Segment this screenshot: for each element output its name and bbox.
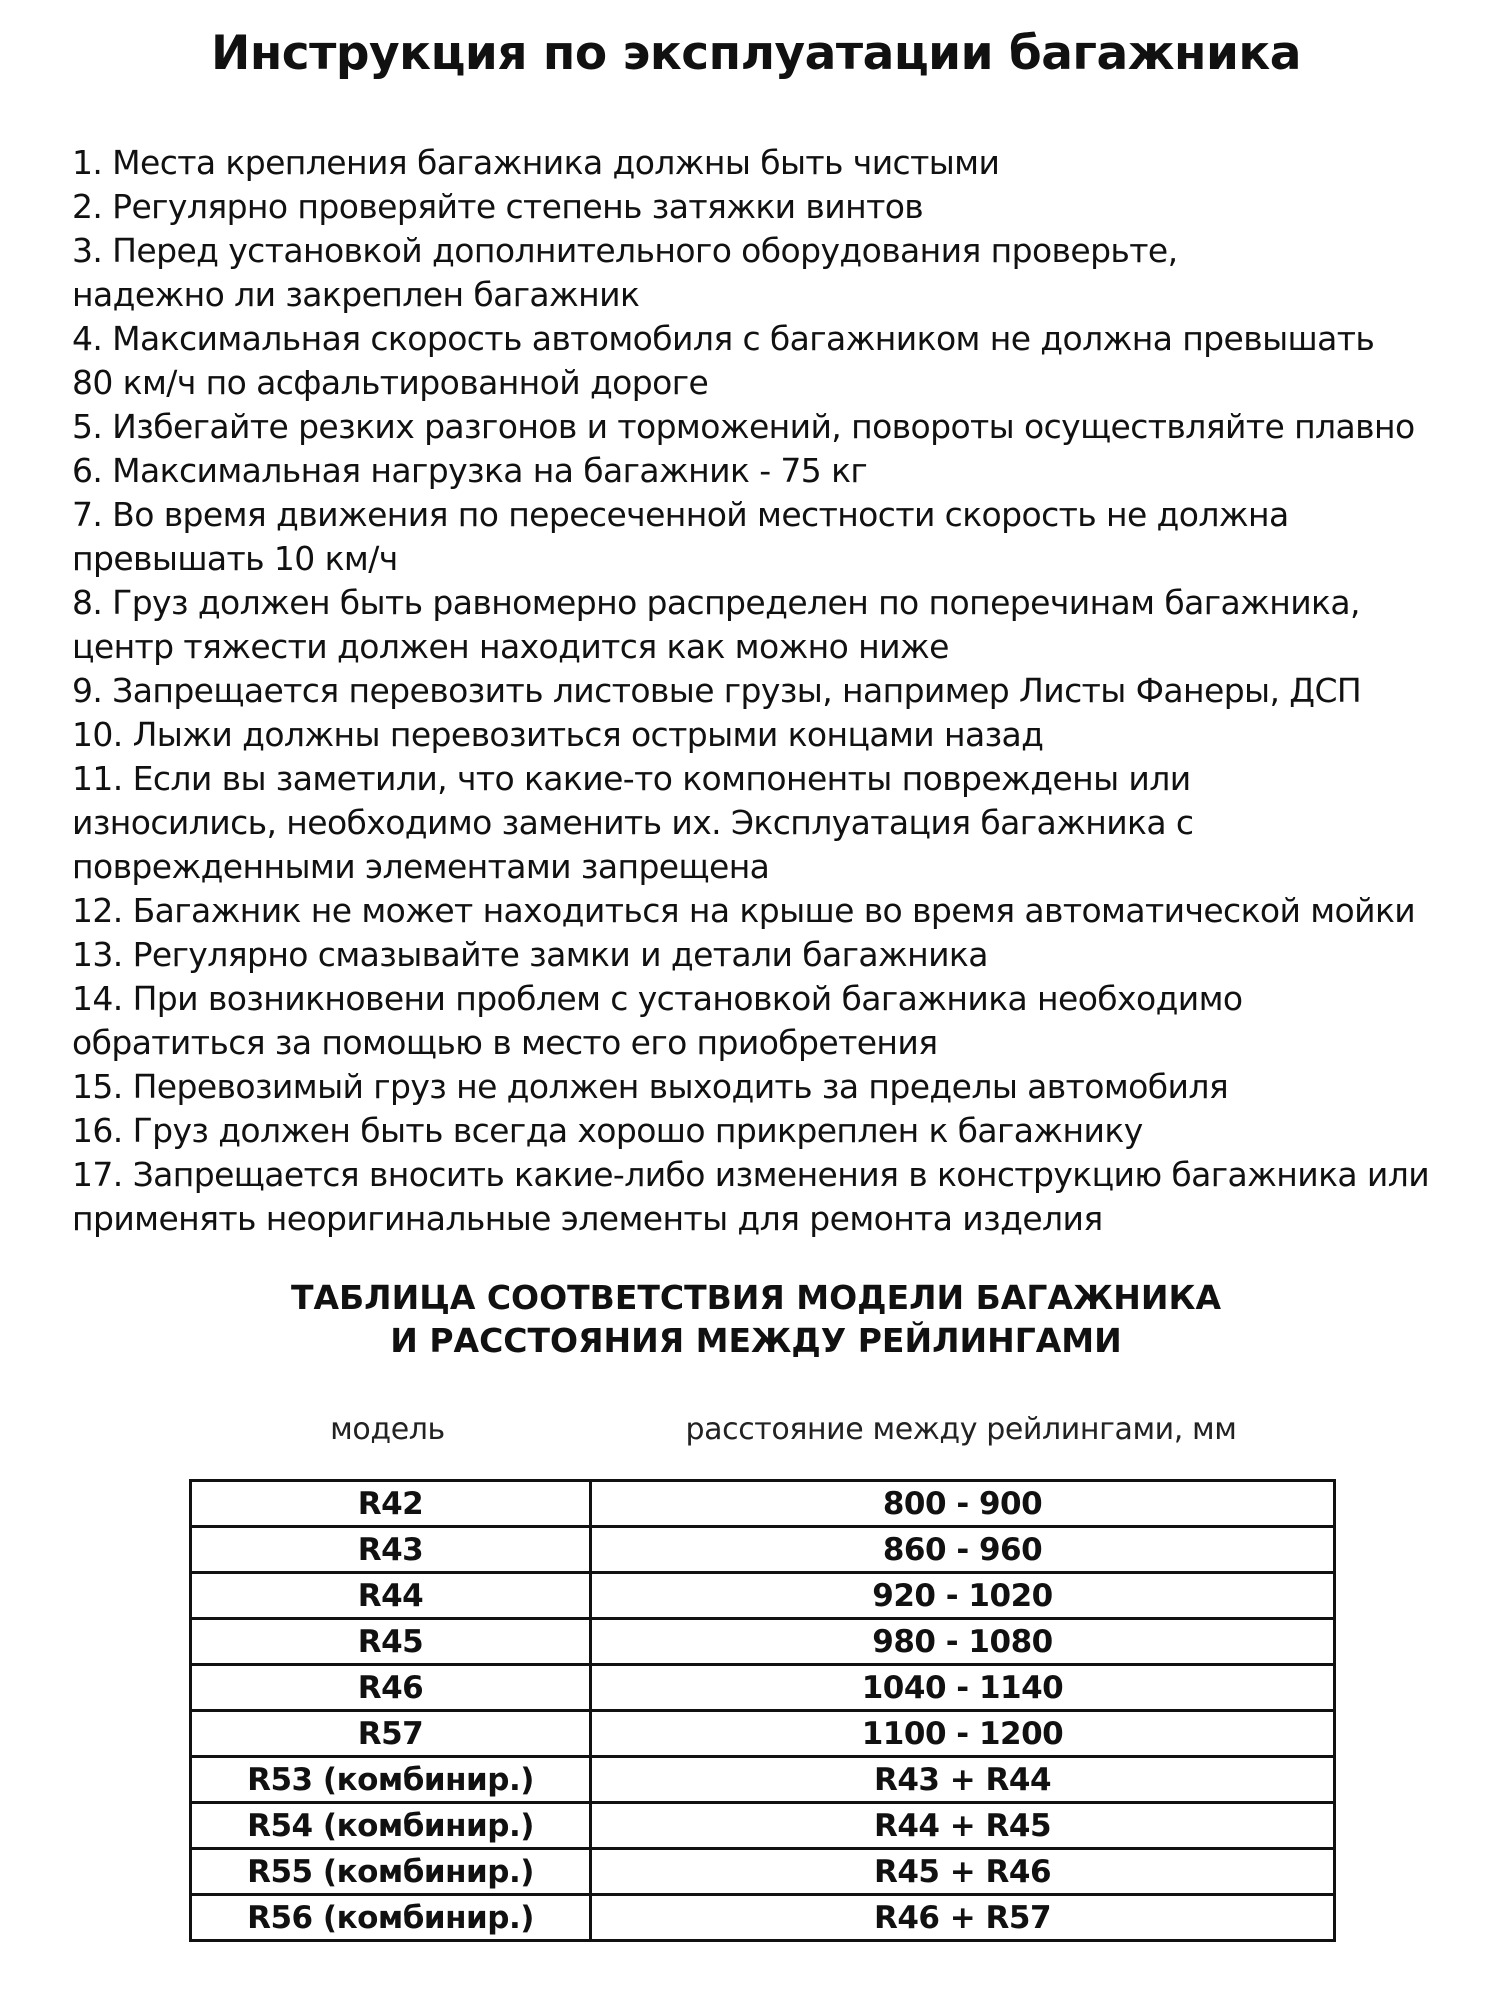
- instruction-line: 2. Регулярно проверяйте степень затяжки …: [72, 187, 924, 226]
- table-title-line: И РАССТОЯНИЯ МЕЖДУ РЕЙЛИНГАМИ: [390, 1321, 1122, 1360]
- instruction-line: надежно ли закреплен багажник: [72, 275, 640, 314]
- model-cell: R45: [189, 1617, 592, 1666]
- instruction-line: 7. Во время движения по пересеченной мес…: [72, 495, 1289, 534]
- table-row: R45 980 - 1080: [189, 1617, 1336, 1666]
- distance-cell: 1040 - 1140: [589, 1663, 1336, 1712]
- table-row: R56 (комбинир.) R46 + R57: [189, 1893, 1336, 1942]
- instruction-line: износились, необходимо заменить их. Эксп…: [72, 803, 1194, 842]
- instruction-line: 80 км/ч по асфальтированной дороге: [72, 363, 709, 402]
- model-cell: R44: [189, 1571, 592, 1620]
- instruction-item: 10. Лыжи должны перевозиться острыми кон…: [72, 713, 1492, 757]
- instruction-item: 15. Перевозимый груз не должен выходить …: [72, 1065, 1492, 1109]
- instruction-line: 10. Лыжи должны перевозиться острыми кон…: [72, 715, 1044, 754]
- instruction-line: 6. Максимальная нагрузка на багажник - 7…: [72, 451, 868, 490]
- model-cell: R57: [189, 1709, 592, 1758]
- instruction-item: 9. Запрещается перевозить листовые грузы…: [72, 669, 1492, 713]
- instruction-line: применять неоригинальные элементы для ре…: [72, 1199, 1103, 1238]
- table-row: R55 (комбинир.) R45 + R46: [189, 1847, 1336, 1896]
- model-table: R42 800 - 900 R43 860 - 960 R44 920 - 1020 R45…: [189, 1479, 1336, 1942]
- instruction-item: 16. Груз должен быть всегда хорошо прикр…: [72, 1109, 1492, 1153]
- distance-cell: R45 + R46: [589, 1847, 1336, 1896]
- instruction-item: 14. При возникновени проблем с установко…: [72, 977, 1492, 1065]
- instructions-list: 1. Места крепления багажника должны быть…: [72, 141, 1492, 1241]
- instruction-item: 5. Избегайте резких разгонов и торможени…: [72, 405, 1492, 449]
- instruction-line: 4. Максимальная скорость автомобиля с ба…: [72, 319, 1375, 358]
- distance-cell: 860 - 960: [589, 1525, 1336, 1574]
- instruction-line: 11. Если вы заметили, что какие-то компо…: [72, 759, 1191, 798]
- instruction-line: поврежденными элементами запрещена: [72, 847, 770, 886]
- instruction-item: 11. Если вы заметили, что какие-то компо…: [72, 757, 1492, 889]
- instruction-item: 1. Места крепления багажника должны быть…: [72, 141, 1492, 185]
- table-row: R42 800 - 900: [189, 1479, 1336, 1528]
- model-cell: R53 (комбинир.): [189, 1755, 592, 1804]
- instruction-line: 17. Запрещается вносить какие-либо измен…: [72, 1155, 1430, 1194]
- instruction-item: 8. Груз должен быть равномерно распредел…: [72, 581, 1492, 669]
- table-row: R53 (комбинир.) R43 + R44: [189, 1755, 1336, 1804]
- distance-cell: R43 + R44: [589, 1755, 1336, 1804]
- model-cell: R55 (комбинир.): [189, 1847, 592, 1896]
- table-title-line: ТАБЛИЦА СООТВЕТСТВИЯ МОДЕЛИ БАГАЖНИКА: [290, 1278, 1222, 1317]
- distance-cell: R44 + R45: [589, 1801, 1336, 1850]
- distance-cell: R46 + R57: [589, 1893, 1336, 1942]
- instruction-item: 17. Запрещается вносить какие-либо измен…: [72, 1153, 1492, 1241]
- model-cell: R42: [189, 1479, 592, 1528]
- table-row: R43 860 - 960: [189, 1525, 1336, 1574]
- instruction-item: 7. Во время движения по пересеченной мес…: [72, 493, 1492, 581]
- instruction-line: 3. Перед установкой дополнительного обор…: [72, 231, 1178, 270]
- model-cell: R43: [189, 1525, 592, 1574]
- instruction-item: 12. Багажник не может находиться на крыш…: [72, 889, 1492, 933]
- column-header-distance: расстояние между рейлингами, мм: [685, 1412, 1237, 1447]
- distance-cell: 800 - 900: [589, 1479, 1336, 1528]
- instruction-line: центр тяжести должен находится как можно…: [72, 627, 949, 666]
- instruction-line: 15. Перевозимый груз не должен выходить …: [72, 1067, 1229, 1106]
- model-cell: R46: [189, 1663, 592, 1712]
- instruction-line: обратиться за помощью в место его приобр…: [72, 1023, 938, 1062]
- page-title: Инструкция по эксплуатации багажника: [210, 26, 1302, 81]
- table-title: ТАБЛИЦА СООТВЕТСТВИЯ МОДЕЛИ БАГАЖНИКА И …: [0, 1276, 1512, 1362]
- table-row: R54 (комбинир.) R44 + R45: [189, 1801, 1336, 1850]
- instruction-line: превышать 10 км/ч: [72, 539, 398, 578]
- distance-cell: 1100 - 1200: [589, 1709, 1336, 1758]
- instruction-item: 4. Максимальная скорость автомобиля с ба…: [72, 317, 1492, 405]
- table-row: R44 920 - 1020: [189, 1571, 1336, 1620]
- instruction-line: 16. Груз должен быть всегда хорошо прикр…: [72, 1111, 1143, 1150]
- instruction-item: 6. Максимальная нагрузка на багажник - 7…: [72, 449, 1492, 493]
- instruction-line: 12. Багажник не может находиться на крыш…: [72, 891, 1416, 930]
- distance-cell: 980 - 1080: [589, 1617, 1336, 1666]
- instruction-line: 14. При возникновени проблем с установко…: [72, 979, 1243, 1018]
- distance-cell: 920 - 1020: [589, 1571, 1336, 1620]
- instruction-line: 1. Места крепления багажника должны быть…: [72, 143, 1000, 182]
- model-cell: R56 (комбинир.): [189, 1893, 592, 1942]
- instruction-line: 13. Регулярно смазывайте замки и детали …: [72, 935, 988, 974]
- instruction-line: 9. Запрещается перевозить листовые грузы…: [72, 671, 1362, 710]
- instruction-item: 2. Регулярно проверяйте степень затяжки …: [72, 185, 1492, 229]
- instruction-line: 5. Избегайте резких разгонов и торможени…: [72, 407, 1415, 446]
- table-row: R46 1040 - 1140: [189, 1663, 1336, 1712]
- instruction-item: 3. Перед установкой дополнительного обор…: [72, 229, 1492, 317]
- instruction-line: 8. Груз должен быть равномерно распредел…: [72, 583, 1360, 622]
- column-header-model: модель: [330, 1412, 445, 1447]
- model-cell: R54 (комбинир.): [189, 1801, 592, 1850]
- instruction-item: 13. Регулярно смазывайте замки и детали …: [72, 933, 1492, 977]
- table-row: R57 1100 - 1200: [189, 1709, 1336, 1758]
